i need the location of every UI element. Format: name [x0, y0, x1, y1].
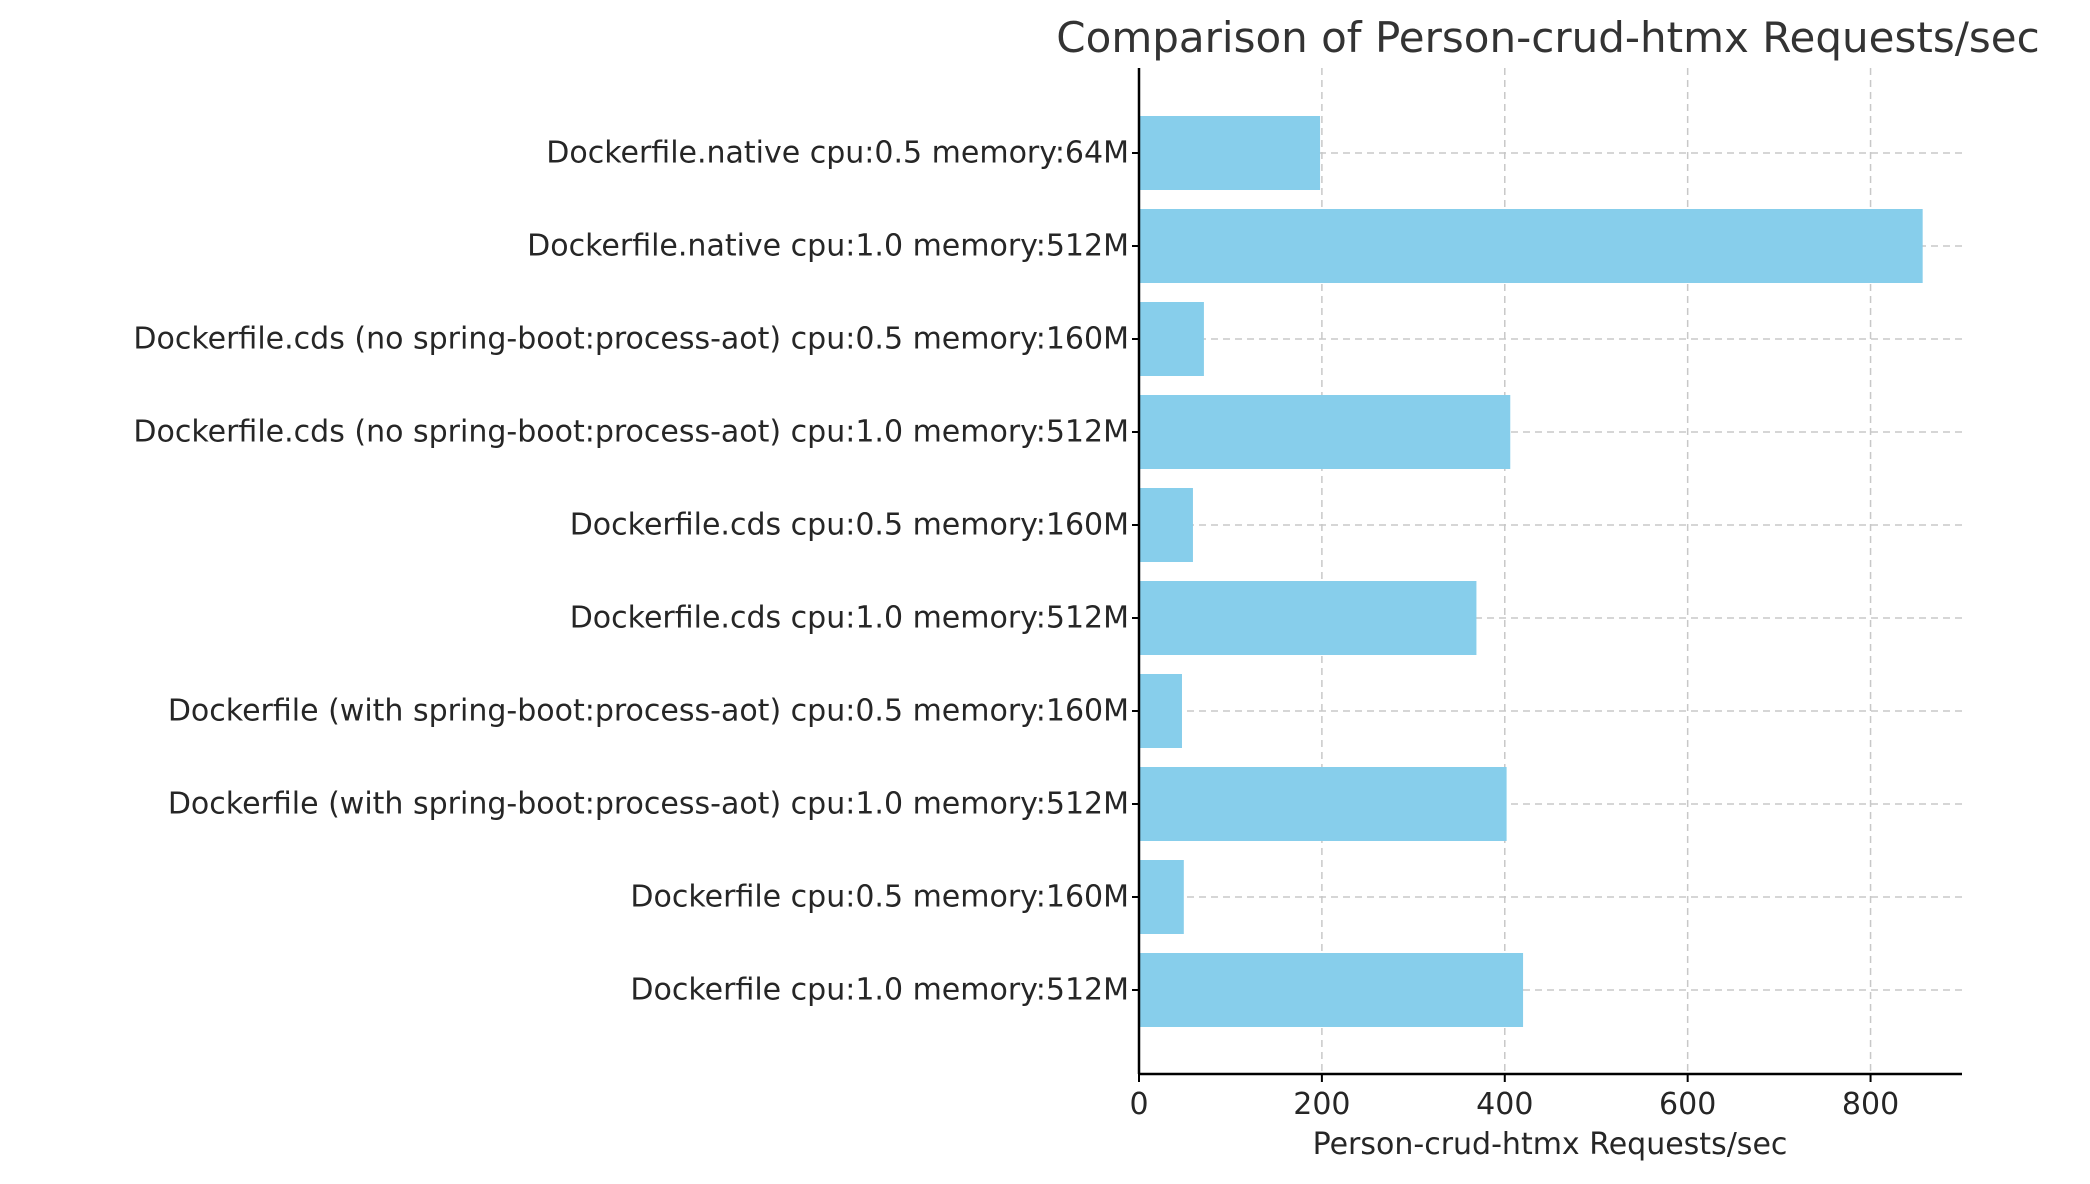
- bar-1: [1139, 209, 1923, 283]
- category-label-3: Dockerfile.cds (no spring-boot:process-a…: [133, 415, 1129, 450]
- category-label-5: Dockerfile.cds cpu:1.0 memory:512M: [570, 601, 1129, 636]
- bar-9: [1139, 953, 1524, 1027]
- x-tick-label-0: 0: [1129, 1087, 1148, 1122]
- category-label-9: Dockerfile cpu:1.0 memory:512M: [630, 973, 1129, 1008]
- category-label-2: Dockerfile.cds (no spring-boot:process-a…: [133, 322, 1129, 357]
- x-axis-label: Person-crud-htmx Requests/sec: [1313, 1127, 1788, 1162]
- category-labels: Dockerfile.native cpu:0.5 memory:64M Dock…: [133, 136, 1139, 1008]
- bar-5: [1139, 581, 1477, 655]
- bar-6: [1139, 674, 1182, 748]
- x-tick-label-200: 200: [1293, 1087, 1350, 1122]
- bar-8: [1139, 860, 1184, 934]
- bar-0: [1139, 116, 1321, 190]
- chart-title: Comparison of Person-crud-htmx Requests/…: [1056, 13, 2039, 62]
- x-axis-ticks: 0 200 400 600 800: [1129, 1074, 1899, 1122]
- bar-2: [1139, 302, 1204, 376]
- category-label-0: Dockerfile.native cpu:0.5 memory:64M: [546, 136, 1129, 171]
- x-tick-label-600: 600: [1659, 1087, 1716, 1122]
- category-label-7: Dockerfile (with spring-boot:process-aot…: [168, 787, 1129, 822]
- category-label-1: Dockerfile.native cpu:1.0 memory:512M: [527, 229, 1129, 264]
- bar-3: [1139, 395, 1511, 469]
- category-label-6: Dockerfile (with spring-boot:process-aot…: [168, 694, 1129, 729]
- category-label-4: Dockerfile.cds cpu:0.5 memory:160M: [570, 508, 1129, 543]
- bar-7: [1139, 767, 1507, 841]
- x-tick-label-800: 800: [1842, 1087, 1899, 1122]
- bars: [1139, 116, 1923, 1027]
- x-tick-label-400: 400: [1476, 1087, 1533, 1122]
- bar-4: [1139, 488, 1193, 562]
- category-label-8: Dockerfile cpu:0.5 memory:160M: [630, 880, 1129, 915]
